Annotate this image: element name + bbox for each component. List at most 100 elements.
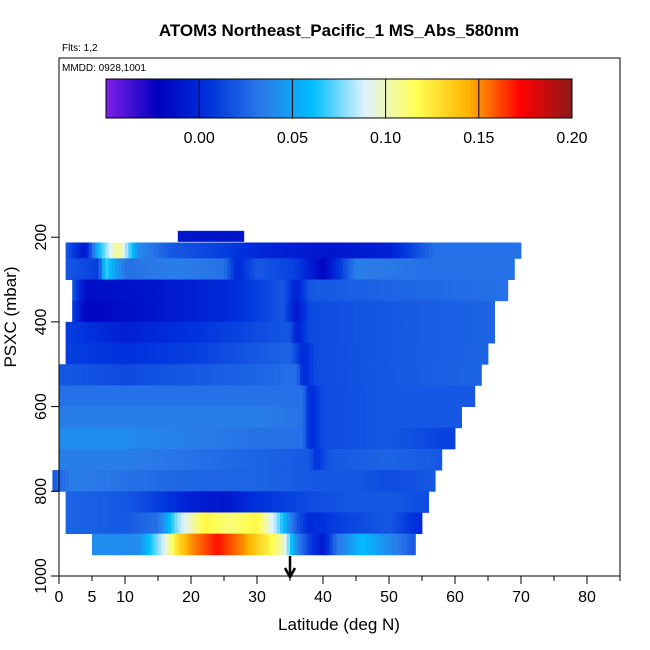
heatmap-cell — [101, 300, 106, 323]
heatmap-cell — [101, 364, 106, 386]
heatmap-cell — [240, 279, 245, 302]
heatmap-cell — [412, 533, 416, 556]
heatmap-cell — [75, 300, 80, 323]
heatmap-cell — [395, 321, 400, 344]
heatmap-cell — [471, 242, 476, 259]
heatmap-cell — [293, 406, 297, 429]
heatmap-cell — [125, 300, 129, 323]
heatmap-cell — [385, 427, 390, 450]
heatmap-cell — [382, 470, 387, 492]
heatmap-cell — [323, 364, 327, 386]
heatmap-cell — [72, 427, 76, 450]
heatmap-cell — [501, 242, 505, 259]
heatmap-cell — [441, 300, 446, 323]
heatmap-cell — [303, 491, 307, 513]
heatmap-cell — [379, 406, 383, 429]
heatmap-cell — [257, 258, 261, 280]
heatmap-cell — [425, 321, 429, 344]
heatmap-cell — [365, 512, 370, 535]
heatmap-cell — [290, 448, 294, 471]
heatmap-cell — [151, 491, 156, 513]
heatmap-cell — [329, 491, 334, 513]
heatmap-cell — [412, 364, 416, 386]
heatmap-cell — [161, 300, 165, 323]
heatmap-cell — [105, 279, 109, 302]
heatmap-cell — [217, 343, 222, 365]
heatmap-cell — [85, 321, 90, 344]
heatmap-cell — [402, 300, 406, 323]
heatmap-cell — [141, 300, 146, 323]
heatmap-cell — [144, 491, 149, 513]
heatmap-cell — [349, 406, 354, 429]
heatmap-cell — [273, 364, 278, 386]
heatmap-cell — [92, 385, 96, 408]
heatmap-cell — [187, 364, 192, 386]
heatmap-cell — [306, 448, 311, 471]
x-tick-label: 70 — [512, 589, 530, 606]
heatmap-cell — [65, 258, 70, 280]
heatmap-cell — [253, 512, 258, 535]
heatmap-cell — [233, 491, 238, 513]
heatmap-cell — [309, 533, 314, 556]
heatmap-cell — [438, 242, 443, 259]
heatmap-cell — [207, 300, 212, 323]
heatmap-cell — [428, 279, 433, 302]
heatmap-cell — [336, 343, 340, 365]
heatmap-cell — [141, 512, 146, 535]
heatmap-cell — [151, 512, 156, 535]
heatmap-cell — [233, 385, 238, 408]
heatmap-cell — [299, 242, 304, 259]
heatmap-cell — [382, 427, 387, 450]
heatmap-cell — [326, 242, 330, 259]
heatmap-cell — [240, 406, 245, 429]
heatmap-cell — [200, 258, 205, 280]
heatmap-cell — [504, 279, 509, 302]
heatmap-cell — [181, 470, 185, 492]
heatmap-cell — [200, 448, 205, 471]
heatmap-cell — [62, 364, 66, 386]
heatmap-cell — [299, 385, 304, 408]
heatmap-cell — [197, 533, 202, 556]
heatmap-cell — [138, 448, 142, 471]
heatmap-cell — [313, 258, 317, 280]
heatmap-cell — [85, 470, 90, 492]
heatmap-cell — [379, 491, 383, 513]
heatmap-cell — [217, 448, 222, 471]
heatmap-cell — [82, 448, 86, 471]
heatmap-cell — [151, 258, 156, 280]
heatmap-cell — [346, 533, 350, 556]
heatmap-cell — [121, 343, 126, 365]
heatmap-cell — [365, 242, 370, 259]
heatmap-cell — [392, 343, 396, 365]
heatmap-cell — [408, 427, 413, 450]
heatmap-cell — [115, 533, 119, 556]
heatmap-cell — [230, 321, 235, 344]
heatmap-cell — [283, 512, 288, 535]
heatmap-cell — [184, 321, 189, 344]
heatmap-cell — [194, 406, 198, 429]
heatmap-cell — [273, 242, 278, 259]
heatmap-cell — [240, 470, 245, 492]
heatmap-cell — [389, 533, 393, 556]
heatmap-cell — [210, 385, 215, 408]
heatmap-cell — [276, 242, 281, 259]
heatmap-cell — [204, 470, 208, 492]
heatmap-cell — [412, 491, 416, 513]
heatmap-cell — [375, 343, 380, 365]
heatmap-cell — [346, 258, 350, 280]
heatmap-cell — [398, 321, 403, 344]
heatmap-cell — [342, 406, 347, 429]
heatmap-cell — [59, 427, 63, 450]
heatmap-cell — [217, 406, 222, 429]
heatmap-cell — [257, 533, 261, 556]
heatmap-cell — [257, 448, 261, 471]
heatmap-cell — [194, 491, 198, 513]
heatmap-cell — [191, 448, 195, 471]
heatmap-cell — [214, 470, 218, 492]
heatmap-cell — [445, 364, 449, 386]
heatmap-cell — [125, 427, 129, 450]
heatmap-cell — [65, 427, 70, 450]
heatmap-cell — [369, 470, 373, 492]
heatmap-cell — [389, 321, 393, 344]
heatmap-cell — [365, 279, 370, 302]
